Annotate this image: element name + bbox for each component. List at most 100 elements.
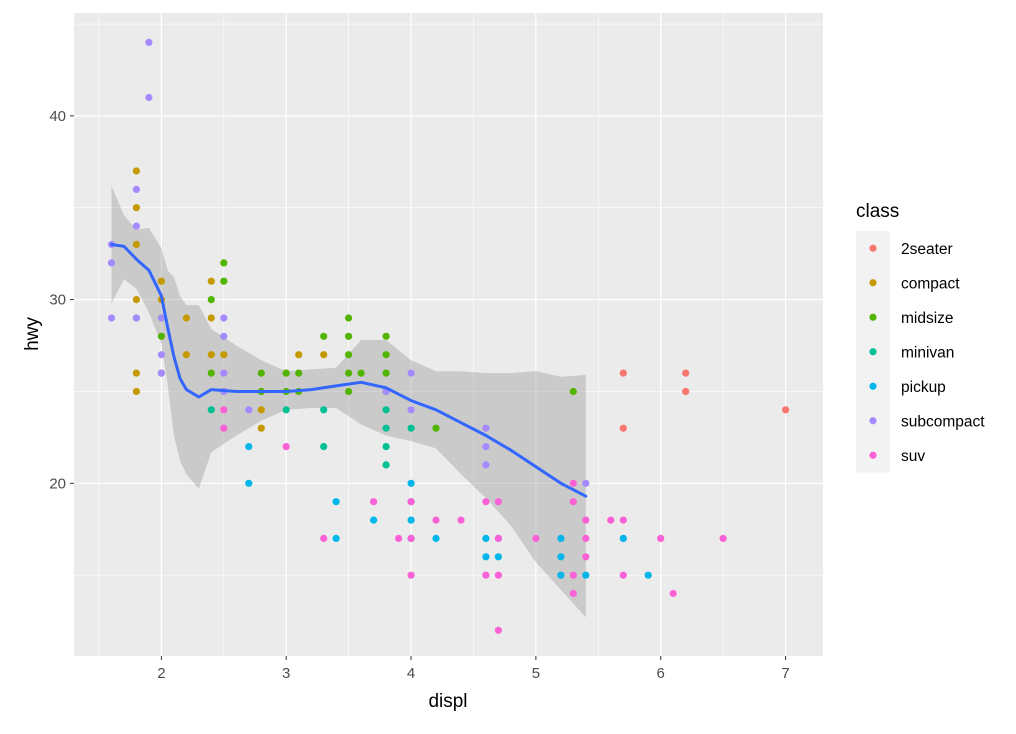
point-pickup	[370, 516, 378, 524]
smooth-trend-line	[110, 243, 588, 498]
point-pickup	[332, 498, 340, 506]
point-suv	[607, 516, 615, 524]
point-suv	[494, 571, 502, 579]
point-pickup	[557, 534, 565, 543]
point-midsize	[382, 351, 390, 359]
legend-key-2seater	[869, 244, 877, 252]
point-compact	[157, 277, 165, 285]
point-suv	[220, 424, 228, 432]
point-suv	[582, 516, 590, 524]
point-suv	[657, 534, 665, 543]
point-2seater	[682, 369, 690, 377]
point-midsize	[432, 424, 440, 432]
x-axis-ticks: 2 3 4 5 6 7	[157, 656, 790, 682]
point-suv	[395, 534, 403, 543]
y-tick-label: 30	[49, 292, 66, 309]
point-compact	[132, 387, 140, 396]
legend-key-compact	[869, 279, 877, 287]
point-minivan	[207, 406, 215, 414]
point-subcompact	[482, 424, 490, 432]
point-midsize	[220, 259, 228, 267]
point-suv	[407, 571, 415, 579]
point-subcompact	[157, 314, 165, 322]
legend-label-subcompact: subcompact	[901, 413, 985, 430]
x-tick-label: 3	[282, 665, 290, 682]
point-subcompact	[407, 369, 415, 377]
point-minivan	[382, 406, 390, 414]
point-minivan	[407, 424, 415, 432]
point-suv	[669, 589, 677, 598]
x-tick-label: 7	[781, 665, 789, 682]
point-suv	[569, 498, 577, 506]
point-compact	[182, 351, 190, 359]
x-tick-label: 6	[657, 665, 665, 682]
legend-key-minivan	[869, 348, 877, 356]
point-minivan	[382, 461, 390, 469]
legend-label-minivan: minivan	[901, 344, 954, 361]
legend: class 2seater compact midsize minivan pickup…	[856, 201, 985, 473]
point-pickup	[245, 479, 253, 487]
y-axis-title: hwy	[22, 317, 43, 351]
point-suv	[457, 516, 465, 524]
point-pickup	[407, 479, 415, 487]
point-midsize	[345, 332, 353, 340]
point-pickup	[557, 571, 565, 579]
point-subcompact	[220, 314, 228, 322]
point-subcompact	[132, 222, 140, 230]
point-compact	[132, 240, 140, 249]
point-compact	[320, 351, 328, 359]
point-compact	[220, 351, 228, 359]
point-minivan	[382, 443, 390, 451]
point-suv	[282, 443, 290, 451]
legend-key-suv	[869, 451, 877, 459]
point-midsize	[345, 314, 353, 322]
point-suv	[494, 498, 502, 506]
point-compact	[295, 351, 303, 359]
legend-key-subcompact	[869, 417, 877, 425]
point-suv	[320, 534, 328, 543]
point-pickup	[245, 443, 253, 451]
point-subcompact	[407, 406, 415, 414]
point-2seater	[619, 424, 627, 432]
point-suv	[407, 534, 415, 543]
point-compact	[132, 369, 140, 377]
legend-label-compact: compact	[901, 275, 960, 292]
legend-label-2seater: 2seater	[901, 241, 953, 258]
smooth-line-path	[110, 243, 588, 498]
confidence-band-area	[111, 185, 586, 618]
point-suv	[494, 626, 502, 634]
point-pickup	[432, 534, 440, 543]
point-midsize	[257, 369, 265, 377]
legend-key-pickup	[869, 382, 877, 390]
point-compact	[207, 351, 215, 359]
x-tick-label: 5	[532, 665, 540, 682]
point-midsize	[357, 369, 365, 377]
point-minivan	[282, 406, 290, 414]
point-pickup	[494, 553, 502, 561]
y-tick-label: 40	[49, 108, 66, 125]
point-suv	[494, 534, 502, 543]
point-subcompact	[482, 443, 490, 451]
point-compact	[132, 167, 140, 175]
point-midsize	[207, 296, 215, 304]
point-subcompact	[145, 93, 153, 102]
point-compact	[132, 296, 140, 304]
point-pickup	[644, 571, 652, 579]
point-compact	[207, 277, 215, 285]
point-subcompact	[107, 259, 116, 267]
y-axis-ticks: 20 30 40	[49, 108, 74, 492]
point-suv	[569, 479, 577, 487]
point-subcompact	[132, 314, 140, 322]
smooth-confidence-band	[111, 185, 586, 618]
point-subcompact	[145, 38, 153, 47]
point-compact	[132, 204, 140, 212]
point-pickup	[407, 516, 415, 524]
point-pickup	[482, 553, 490, 561]
point-suv	[532, 534, 540, 543]
point-subcompact	[157, 369, 165, 377]
x-axis-title: displ	[428, 691, 467, 712]
point-pickup	[332, 534, 340, 543]
point-subcompact	[245, 406, 253, 414]
point-suv	[220, 406, 228, 414]
point-minivan	[382, 424, 390, 432]
